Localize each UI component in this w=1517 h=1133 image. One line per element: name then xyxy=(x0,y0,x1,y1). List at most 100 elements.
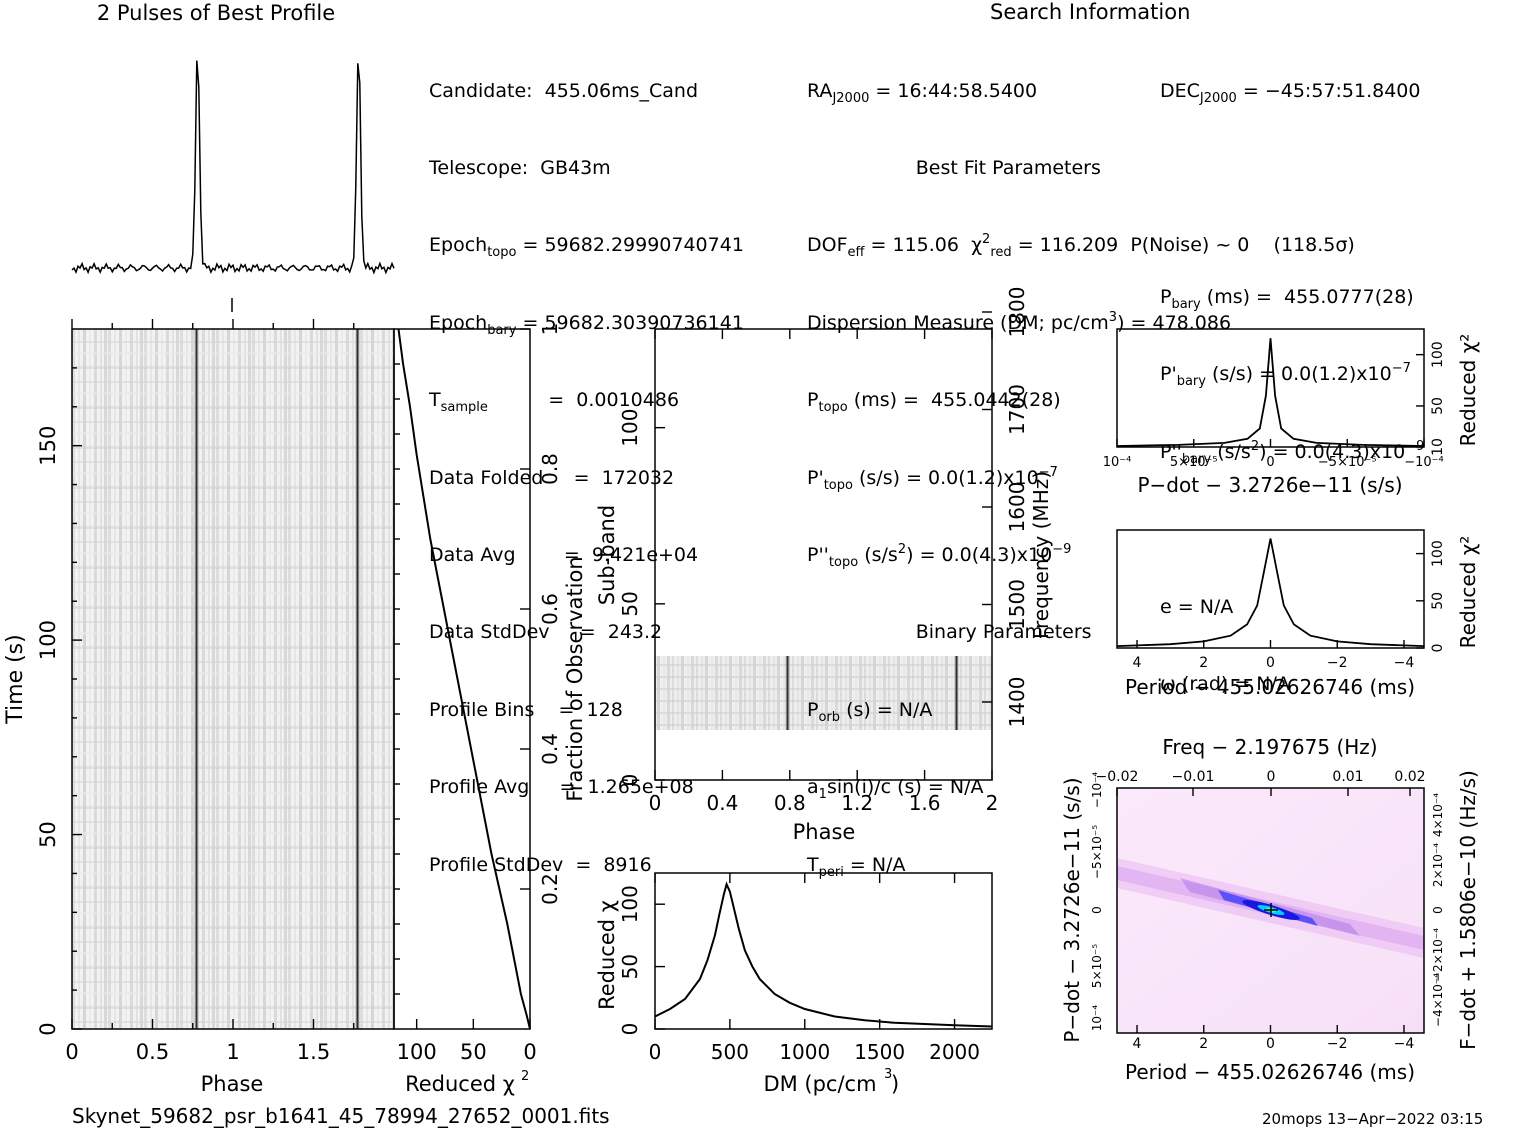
fit-info: RAJ2000 = 16:44:58.5400 Best Fit Paramet… xyxy=(807,27,1355,904)
pp-toptick-2: 0 xyxy=(1267,769,1276,785)
cum-xtick-1: 50 xyxy=(460,1040,487,1064)
footer-stamp: 20mops 13−Apr−2022 03:15 xyxy=(1262,1110,1484,1128)
candidate-info: Candidate: 455.06ms_Cand Telescope: GB43… xyxy=(429,27,744,904)
pd-xtick-4: −10⁻⁴ xyxy=(1404,455,1444,470)
pd-ylabel: Reduced χ² xyxy=(1456,334,1480,447)
pp-rtick-4: 4×10⁻⁴ xyxy=(1431,793,1445,837)
sb-freq-label: Frequency (MHz) xyxy=(1029,471,1053,639)
pp-rtick-3: 2×10⁻⁴ xyxy=(1431,843,1445,887)
pp-ytick-3: −5×10⁻⁵ xyxy=(1090,825,1104,879)
pp-title: Freq − 2.197675 (Hz) xyxy=(1162,735,1377,759)
p-xtick-2: 0 xyxy=(1266,655,1275,671)
cum-xlabel: Reduced χ xyxy=(405,1072,515,1096)
sb-freqtick-2: 1600 xyxy=(1005,482,1029,533)
sb-xlabel: Phase xyxy=(793,820,856,844)
dm-xtick-0: 0 xyxy=(649,1040,662,1064)
profile-stddev-line: Profile StdDev = 8916 xyxy=(429,853,652,876)
pp-ytick-1: 5×10⁻⁵ xyxy=(1090,944,1104,988)
tp-ytick-2: 100 xyxy=(36,620,60,660)
dm-xtick-4: 2000 xyxy=(929,1040,980,1064)
epoch-bary-line: Epochbary = 59682.30390736141 xyxy=(429,311,744,338)
pd-xtick-1: 5×10⁻⁵ xyxy=(1170,455,1218,470)
tp-ytick-1: 50 xyxy=(36,821,60,848)
pd-ytick-1: 50 xyxy=(1430,397,1446,415)
sb-xtick-1: 0.4 xyxy=(706,791,738,815)
profile-bins-line: Profile Bins = 128 xyxy=(429,698,623,721)
pdot-chi2-ticks: 10⁻⁴ 5×10⁻⁵ 0 −5×10⁻⁵ −10⁻⁴10 50 100 P−dot − 3.… xyxy=(1103,334,1480,497)
t-sample-line: Tsample = 0.0010486 xyxy=(429,389,680,416)
svg-text:3: 3 xyxy=(884,1067,892,1082)
profile-avg-line: Profile Avg = 1.265e+08 xyxy=(429,776,694,799)
sb-freqtick-3: 1700 xyxy=(1005,384,1029,435)
pp-toptick-4: 0.02 xyxy=(1394,769,1425,785)
p-xtick-0: 4 xyxy=(1133,655,1142,671)
p-xlabel: Period − 455.02626746 (ms) xyxy=(1125,675,1415,699)
cum-ytick-3: 0.8 xyxy=(538,453,562,485)
p-xtick-3: −2 xyxy=(1327,655,1348,671)
pd-xlabel: P−dot − 3.2726e−11 (s/s) xyxy=(1137,473,1402,497)
omega-line: ω (rad) = N/A xyxy=(1160,672,1290,695)
sb-xtick-0: 0 xyxy=(649,791,662,815)
pp-ytick-0: 10⁻⁴ xyxy=(1090,1005,1104,1032)
period-chi2-plot: 4 2 0 −2 −4 0 50 100 Period − 455.02626746 (ms) R… xyxy=(1116,529,1480,699)
search-title: Search Information xyxy=(990,0,1191,24)
cum-ytick-2: 0.6 xyxy=(538,593,562,625)
dm-ytick-0: 0 xyxy=(618,1023,642,1036)
cum-xtick-0: 100 xyxy=(397,1040,437,1064)
cum-ytick-1: 0.4 xyxy=(538,733,562,765)
dm-ylabel: Reduced χ xyxy=(595,900,619,1010)
candidate-line: Candidate: 455.06ms_Cand xyxy=(429,79,699,102)
tp-ylabel: Time (s) xyxy=(3,634,28,724)
pd-bary-line: P'bary (s/s) = 0.0(1.2)x10−7 xyxy=(1160,361,1411,390)
p-ytick-1: 50 xyxy=(1430,592,1446,610)
dm-xtick-1: 500 xyxy=(711,1040,749,1064)
pdot-chi2-line xyxy=(1116,338,1425,447)
pdot-chi2-plot: 10⁻⁴ 5×10⁻⁵ 0 −5×10⁻⁵ −10⁻⁴10 50 100 P−dot − 3.… xyxy=(1103,328,1480,497)
time-phase-heatmap xyxy=(72,329,394,1029)
profile-line xyxy=(71,60,395,275)
a1sini-line: a1sin(i)/c (s) = N/A xyxy=(807,776,984,803)
epoch-topo-line: Epochtopo = 59682.2999074074​1 xyxy=(429,234,744,261)
pp-toptick-1: −0.01 xyxy=(1172,769,1215,785)
pp-ylabel-right: F−dot + 1.5806e−10 (Hz/s) xyxy=(1456,770,1480,1050)
p-xtick-4: −4 xyxy=(1394,655,1415,671)
pp-xtick-3: −2 xyxy=(1327,1036,1348,1052)
dm-line: Dispersion Measure (DM; pc/cm3) = 478.08… xyxy=(807,309,1232,334)
pp-xtick-4: −4 xyxy=(1394,1036,1415,1052)
subband-plot: 0 0.4 0.8 1.2 1.6 2 0 50 100 Phase Sub-band 1400 150… xyxy=(595,287,1053,844)
t-peri-line: Tperi = N/A xyxy=(807,853,906,880)
pp-toptick-3: 0.01 xyxy=(1332,769,1363,785)
profile-title: 2 Pulses of Best Profile xyxy=(97,1,335,25)
pd-ytick-2: 100 xyxy=(1430,341,1446,368)
pp-ytick-4: −10⁻⁴ xyxy=(1090,772,1104,809)
p-bary-line: Pbary (ms) = 455.0777(28) xyxy=(1160,285,1414,312)
cumulative-chi2-ticks: 100 50 0 0.2 0.4 0.6 0.8 1 Reduced χ 2 Fraction of… xyxy=(394,323,587,1096)
dm-chi2-plot: 0 500 1000 1500 2000 0 50 100 DM (pc/cm 3) Reduced… xyxy=(595,872,993,1096)
tp-xtick-1: 0.5 xyxy=(136,1040,169,1064)
tp-xtick-3: 1.5 xyxy=(297,1040,330,1064)
p-topo-line: Ptopo (ms) = 455.0442(28) xyxy=(807,389,1061,416)
tp-ytick-0: 0 xyxy=(36,1022,60,1035)
time-phase-pulse-1 xyxy=(194,329,199,1029)
tp-xlabel: Phase xyxy=(201,1072,264,1096)
pdd-topo-line: P''topo (s/s2) = 0.0(4.3)x10−9 xyxy=(807,541,1072,570)
dm-ytick-1: 50 xyxy=(618,954,642,979)
sb-ylabel: Sub-band xyxy=(595,505,619,605)
sb-ytick-1: 50 xyxy=(618,591,642,616)
sb-xtick-2: 0.8 xyxy=(774,791,806,815)
fit-info-right: DECJ2000 = −45:57:51.8400 Pbary (ms) = 4… xyxy=(1160,27,1424,724)
pp-rtick-1: −2×10⁻⁴ xyxy=(1431,928,1445,982)
p-ytick-2: 100 xyxy=(1430,540,1446,567)
data-stddev-line: Data StdDev = 243.2 xyxy=(429,621,663,644)
best-fit-title: Best Fit Parameters xyxy=(915,156,1101,179)
tp-xtick-2: 1 xyxy=(226,1040,239,1064)
dm-chi2-ticks: 0 500 1000 1500 2000 0 50 100 DM (pc/cm 3) Reduced… xyxy=(595,873,980,1096)
cumulative-chi2-line xyxy=(397,328,531,1030)
cumulative-chi2-plot: 100 50 0 0.2 0.4 0.6 0.8 1 Reduced χ 2 Fraction of… xyxy=(393,323,587,1096)
sb-xtick-4: 1.6 xyxy=(909,791,941,815)
pd-ytick-0: 10 xyxy=(1430,438,1446,456)
pd-xtick-2: 0 xyxy=(1266,455,1274,470)
pp-toptick-0: −0.02 xyxy=(1096,769,1139,785)
pp-rtick-0: −4×10⁻⁴ xyxy=(1431,973,1445,1027)
